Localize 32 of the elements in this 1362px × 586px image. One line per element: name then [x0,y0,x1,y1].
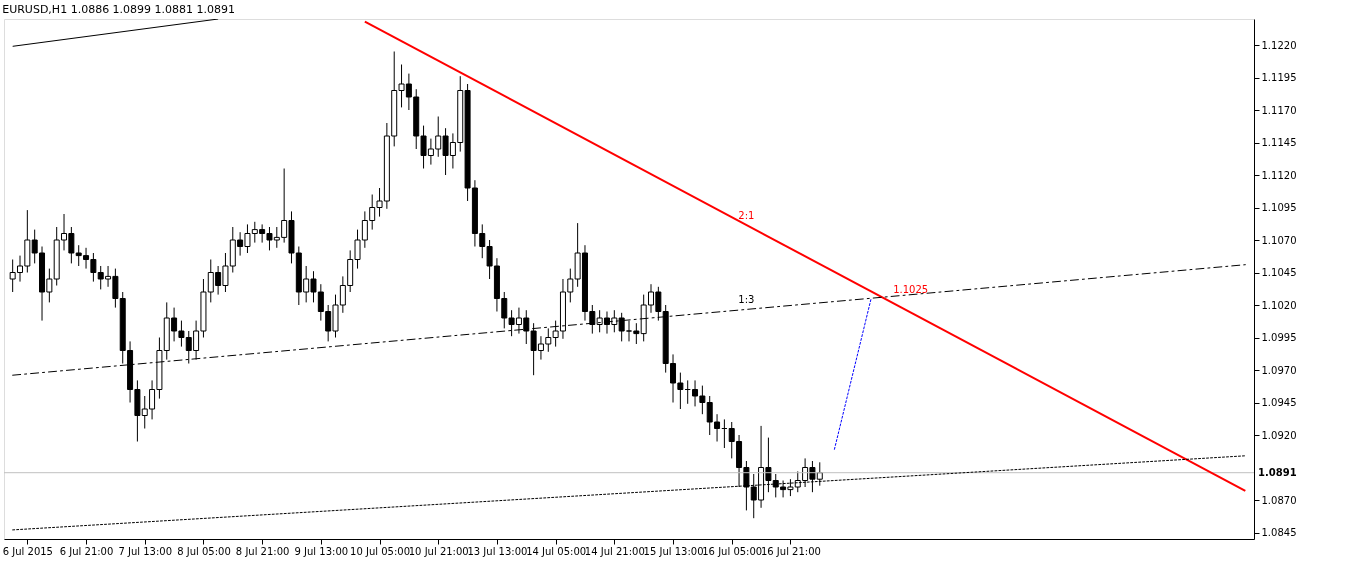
x-tick-label: 13 Jul 13:00 [467,545,528,557]
chart-title: EURUSD,H1 1.0886 1.0899 1.0881 1.0891 [2,3,236,16]
y-tick-label: 1.0870 [1261,494,1297,506]
candlestick [618,312,625,342]
y-tick-label: 1.0845 [1261,527,1297,538]
x-tick-label: 14 Jul 05:00 [526,545,587,557]
x-tick-label: 9 Jul 13:00 [294,545,349,557]
y-tick-label: 1.0945 [1261,397,1297,408]
y-tick-label: 1.1095 [1261,202,1297,213]
series-label: 1:3 [738,294,755,306]
x-tick-label: 15 Jul 13:00 [643,545,704,557]
y-tick-label: 1.0920 [1261,429,1297,441]
x-tick-label: 16 Jul 05:00 [702,545,763,557]
y-tick-label: 1.0995 [1261,332,1297,343]
y-tick-label: 1.1145 [1261,137,1297,148]
y-tick-label: 1.1020 [1261,299,1297,311]
annotation: 1.1025 [893,283,929,295]
x-tick-label: 6 Jul 2015 [2,545,53,557]
y-tick-label: 1.1170 [1261,104,1297,116]
x-tick-label: 10 Jul 05:00 [350,545,411,557]
x-tick-label: 6 Jul 21:00 [59,545,114,557]
x-tick-label: 8 Jul 05:00 [177,545,231,557]
series-label: 2:1 [738,209,755,221]
y-tick-label: 1.1195 [1261,72,1297,83]
y-tick-label: 1.0970 [1261,364,1297,376]
y-tick-label: 1.1045 [1261,267,1297,278]
y-tick-label: 1.1220 [1261,39,1297,51]
x-tick-label: 8 Jul 21:00 [235,545,290,557]
x-tick-label: 7 Jul 13:00 [118,545,173,557]
y-tick-label: 1.1070 [1261,234,1297,246]
y-tick-label: 1.1120 [1261,169,1297,181]
ref-line-label: 1.0891 [1258,466,1297,478]
